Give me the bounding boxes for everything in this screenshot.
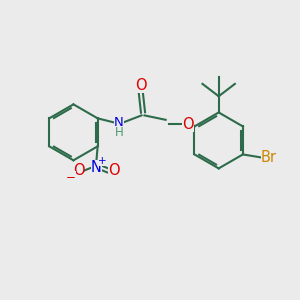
- Text: N: N: [114, 116, 124, 129]
- Text: H: H: [115, 126, 123, 139]
- Text: O: O: [73, 163, 84, 178]
- Text: Br: Br: [260, 151, 277, 166]
- Text: O: O: [108, 163, 120, 178]
- Text: O: O: [182, 117, 194, 132]
- Text: N: N: [91, 160, 102, 175]
- Text: +: +: [98, 156, 107, 166]
- Text: O: O: [135, 79, 146, 94]
- Text: −: −: [66, 171, 76, 184]
